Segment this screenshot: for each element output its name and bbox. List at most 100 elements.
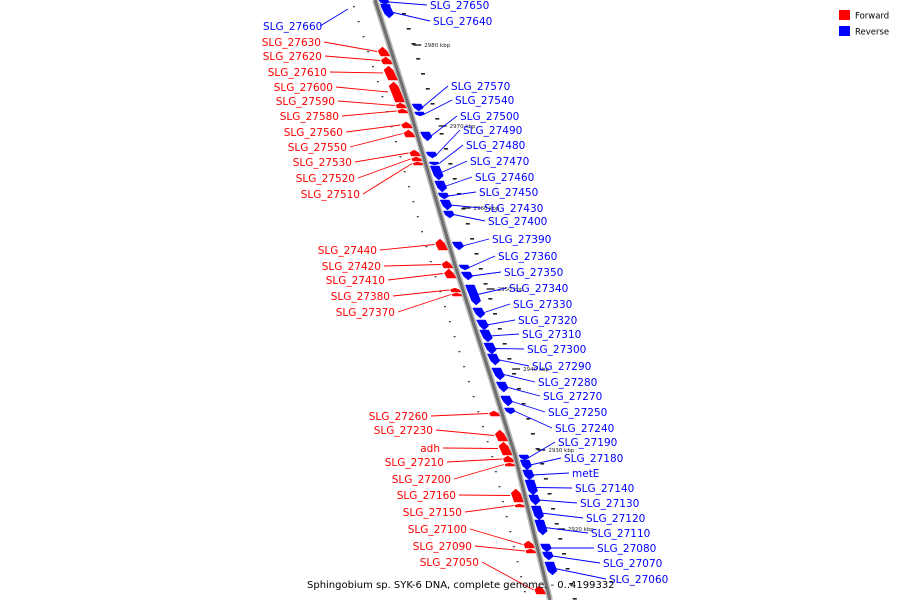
gene-label-forward[interactable]: SLG_27090: [413, 541, 472, 553]
forward-gene[interactable]: [397, 108, 409, 114]
forward-gene[interactable]: [494, 429, 509, 442]
gene-label-reverse[interactable]: SLG_27470: [470, 156, 529, 168]
reverse-gene[interactable]: [542, 551, 554, 561]
gene-label-reverse[interactable]: SLG_27130: [580, 498, 639, 510]
gene-label-reverse[interactable]: SLG_27490: [463, 125, 522, 137]
reverse-gene[interactable]: [483, 342, 497, 355]
forward-gene[interactable]: [412, 161, 424, 166]
reverse-gene[interactable]: [519, 459, 532, 471]
gene-label-reverse[interactable]: SLG_27290: [532, 361, 591, 373]
gene-label-forward[interactable]: SLG_27150: [403, 507, 462, 519]
forward-gene[interactable]: [409, 149, 421, 157]
gene-label-forward[interactable]: SLG_27210: [385, 457, 444, 469]
gene-label-reverse[interactable]: metE: [572, 468, 599, 480]
gene-label-reverse[interactable]: SLG_27350: [504, 267, 563, 279]
forward-gene[interactable]: [443, 268, 457, 279]
reverse-gene[interactable]: [479, 329, 493, 343]
gene-label-forward[interactable]: SLG_27050: [420, 557, 479, 569]
gene-label-reverse[interactable]: SLG_27390: [492, 234, 551, 246]
reverse-gene[interactable]: [544, 561, 558, 576]
gene-label-forward[interactable]: SLG_27420: [322, 261, 381, 273]
gene-label-reverse[interactable]: SLG_27340: [509, 283, 568, 295]
gene-label-reverse[interactable]: SLG_27640: [433, 16, 492, 28]
gene-label-forward[interactable]: SLG_27260: [369, 411, 428, 423]
gene-label-reverse[interactable]: SLG_27430: [484, 203, 543, 215]
gene-label-forward[interactable]: SLG_27370: [336, 307, 395, 319]
gene-label-reverse[interactable]: SLG_27140: [575, 483, 634, 495]
reverse-gene[interactable]: [528, 494, 541, 506]
gene-label-forward[interactable]: SLG_27560: [284, 127, 343, 139]
reverse-gene[interactable]: [464, 284, 482, 306]
gene-label-reverse[interactable]: SLG_27480: [466, 140, 525, 152]
gene-label-reverse[interactable]: SLG_27570: [451, 81, 510, 93]
forward-gene[interactable]: [514, 503, 525, 508]
reverse-gene[interactable]: [442, 210, 455, 219]
gene-label-reverse[interactable]: SLG_27310: [522, 329, 581, 341]
forward-gene[interactable]: [411, 156, 423, 162]
forward-gene[interactable]: [525, 548, 537, 554]
reverse-gene[interactable]: [439, 199, 453, 211]
reverse-gene[interactable]: [540, 543, 552, 553]
gene-label-forward[interactable]: SLG_27100: [408, 524, 467, 536]
forward-gene[interactable]: [383, 65, 398, 81]
gene-label-reverse[interactable]: SLG_27650: [430, 0, 489, 12]
gene-label-forward[interactable]: SLG_27230: [374, 425, 433, 437]
gene-label-reverse[interactable]: SLG_27060: [609, 574, 668, 586]
gene-label-reverse[interactable]: SLG_27250: [548, 407, 607, 419]
reverse-gene[interactable]: [437, 192, 450, 200]
forward-gene[interactable]: [377, 46, 391, 57]
reverse-gene[interactable]: [472, 307, 486, 319]
gene-label-reverse[interactable]: SLG_27240: [555, 423, 614, 435]
reverse-gene[interactable]: [451, 241, 464, 251]
reverse-gene[interactable]: [518, 454, 530, 461]
gene-label-forward[interactable]: SLG_27600: [274, 82, 333, 94]
reverse-gene[interactable]: [458, 264, 470, 271]
gene-label-reverse[interactable]: SLG_27460: [475, 172, 534, 184]
gene-label-forward[interactable]: SLG_27580: [280, 111, 339, 123]
gene-label-reverse[interactable]: SLG_27450: [479, 187, 538, 199]
gene-label-forward[interactable]: SLG_27410: [326, 275, 385, 287]
reverse-gene[interactable]: [434, 180, 448, 193]
gene-label-forward[interactable]: SLG_27520: [296, 173, 355, 185]
gene-label-forward[interactable]: SLG_27510: [301, 189, 360, 201]
reverse-gene[interactable]: [530, 505, 544, 521]
reverse-gene[interactable]: [378, 0, 390, 5]
gene-label-reverse[interactable]: SLG_27400: [488, 216, 547, 228]
forward-gene[interactable]: [504, 462, 516, 467]
reverse-gene[interactable]: [503, 407, 516, 415]
gene-label-forward[interactable]: SLG_27550: [288, 142, 347, 154]
forward-gene[interactable]: [510, 488, 524, 503]
reverse-gene[interactable]: [534, 519, 548, 536]
gene-label-reverse[interactable]: SLG_27110: [591, 528, 650, 540]
gene-label-reverse[interactable]: SLG_27190: [558, 437, 617, 449]
reverse-gene[interactable]: [414, 111, 426, 117]
forward-gene[interactable]: [523, 540, 535, 549]
gene-label-reverse[interactable]: SLG_27660: [263, 21, 322, 33]
reverse-gene[interactable]: [476, 319, 489, 331]
reverse-gene[interactable]: [428, 161, 440, 166]
gene-label-reverse[interactable]: SLG_27070: [603, 558, 662, 570]
gene-label-forward[interactable]: SLG_27440: [318, 245, 377, 257]
forward-gene[interactable]: [403, 129, 416, 138]
gene-label-reverse[interactable]: SLG_27360: [498, 251, 557, 263]
gene-label-forward[interactable]: SLG_27590: [276, 96, 335, 108]
reverse-gene[interactable]: [522, 469, 535, 481]
reverse-gene[interactable]: [380, 5, 395, 19]
gene-label-forward[interactable]: SLG_27620: [263, 51, 322, 63]
forward-gene[interactable]: [534, 585, 546, 595]
forward-gene[interactable]: [449, 287, 462, 293]
gene-label-reverse[interactable]: SLG_27180: [564, 453, 623, 465]
gene-label-reverse[interactable]: SLG_27320: [518, 315, 577, 327]
forward-gene[interactable]: [435, 238, 449, 251]
forward-gene[interactable]: [502, 455, 515, 463]
forward-gene[interactable]: [441, 260, 454, 269]
gene-label-forward[interactable]: SLG_27160: [397, 490, 456, 502]
gene-label-reverse[interactable]: SLG_27280: [538, 377, 597, 389]
forward-gene[interactable]: [498, 441, 513, 456]
gene-label-forward[interactable]: SLG_27200: [392, 474, 451, 486]
reverse-gene[interactable]: [429, 165, 444, 181]
forward-gene[interactable]: [488, 410, 501, 417]
reverse-gene[interactable]: [524, 479, 538, 496]
forward-gene[interactable]: [388, 81, 405, 103]
gene-label-reverse[interactable]: SLG_27500: [460, 111, 519, 123]
